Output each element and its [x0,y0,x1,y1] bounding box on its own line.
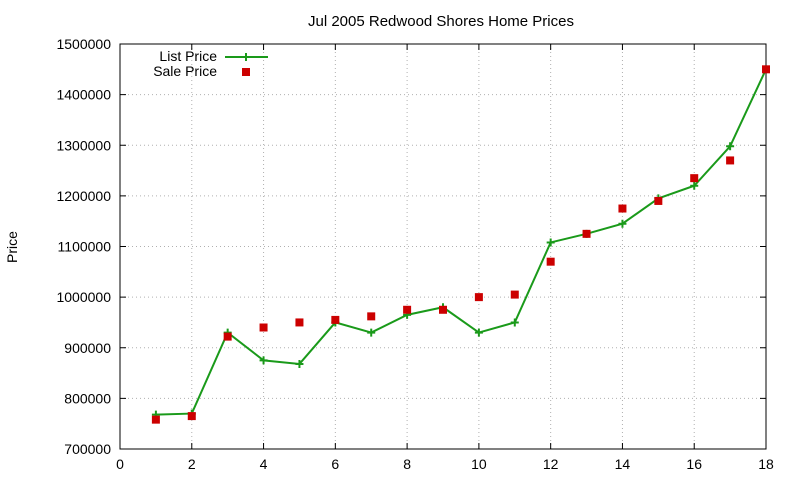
y-axis-label: Price [4,231,20,263]
x-tick-label-4: 4 [260,456,268,472]
chart-title: Jul 2005 Redwood Shores Home Prices [308,13,574,30]
point-list-price-7 [367,328,376,337]
point-sale-price-10 [474,293,483,302]
x-tick-label-14: 14 [615,456,631,472]
point-sale-price-2 [187,412,196,421]
legend-marker-sale-price [242,68,250,76]
point-list-price-4 [259,356,268,365]
x-tick-label-6: 6 [331,456,339,472]
point-list-price-10 [474,328,483,337]
point-sale-price-7 [367,312,376,321]
legend-label-sale-price: Sale Price [153,63,217,79]
legend-marker-list-price [242,53,250,61]
grid-lines [120,44,766,449]
x-tick-label-16: 16 [686,456,702,472]
point-sale-price-12 [546,257,555,266]
y-tick-label-1300000: 1300000 [56,137,111,153]
point-list-price-11 [510,318,519,327]
x-tick-label-10: 10 [471,456,487,472]
y-tick-label-800000: 800000 [64,390,111,406]
point-list-price-17 [726,142,735,151]
point-sale-price-1 [151,415,160,424]
point-sale-price-16 [690,174,699,183]
point-sale-price-9 [439,305,447,314]
axis-ticks: 0 2 4 6 8 10 12 14 16 18 700000 800000 900000 1000000… [56,36,774,472]
point-sale-price-4 [259,323,268,332]
y-tick-label-1200000: 1200000 [56,188,111,204]
y-tick-label-1000000: 1000000 [56,289,111,305]
x-tick-label-2: 2 [188,456,196,472]
point-list-price-5 [295,359,304,368]
point-sale-price-8 [403,305,412,314]
y-tick-label-1100000: 1100000 [58,239,112,255]
x-tick-label-18: 18 [758,456,774,472]
plot-frame [119,43,767,450]
series-line-list-price [155,68,767,416]
point-list-price-12 [546,238,555,247]
point-sale-price-5 [295,318,304,327]
legend-label-list-price: List Price [159,48,217,64]
point-sale-price-3 [223,332,232,341]
point-sale-price-17 [726,156,735,165]
x-tick-label-8: 8 [403,456,411,472]
point-list-price-14 [618,219,627,228]
point-sale-price-14 [618,204,627,213]
point-sale-price-11 [510,290,519,299]
point-sale-price-15 [654,196,663,205]
point-sale-price-13 [582,229,591,238]
y-tick-label-1400000: 1400000 [56,87,111,103]
point-sale-price-6 [331,315,340,324]
x-tick-label-0: 0 [116,456,124,472]
x-tick-label-12: 12 [543,456,559,472]
point-list-price-16 [690,181,699,190]
series-layer [151,65,770,424]
y-tick-label-1500000: 1500000 [56,36,111,52]
y-tick-label-900000: 900000 [64,340,111,356]
legend: List Price Sale Price [153,48,268,79]
y-tick-label-700000: 700000 [64,441,111,457]
point-sale-price-18 [762,65,770,74]
